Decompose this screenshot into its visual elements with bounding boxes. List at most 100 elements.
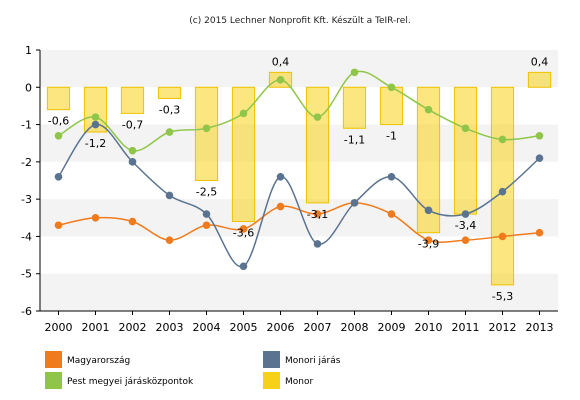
x-tick-label: 2004: [193, 321, 221, 334]
grid-band: [40, 161, 558, 200]
point-series-2-2003: [165, 128, 174, 136]
point-series-1-2008: [350, 199, 359, 207]
point-series-0-2004: [202, 221, 211, 230]
bar-label-2003: -0,3: [159, 103, 180, 116]
bar-monor-2005: [231, 86, 256, 223]
point-series-2-2001: [91, 113, 100, 121]
x-tick-label: 2007: [304, 321, 332, 334]
x-tick-label: 2001: [82, 321, 110, 334]
bar-label-2005: -3,6: [233, 227, 254, 240]
legend-swatch: [45, 351, 62, 368]
bar-label-2009: -1: [386, 130, 397, 143]
x-tick-label: 2006: [267, 321, 295, 334]
y-tick-label: 0: [25, 81, 32, 94]
point-series-0-2003: [165, 236, 174, 244]
bar-monor-2013: [527, 71, 552, 88]
data-labels: -0,6 -1,2 -0,7 -0,3 -2,5 -3,6 0,4 -3,1 -1,1 -1 -3,…: [48, 55, 548, 303]
point-series-2-2008: [350, 68, 359, 77]
bar-monor-2003: [157, 86, 182, 99]
grid-band: [40, 50, 558, 88]
point-series-0-2000: [54, 221, 63, 230]
legend-label: Magyarország: [67, 356, 130, 366]
chart-credit: (c) 2015 Lechner Nonprofit Kft. Készült …: [189, 15, 410, 26]
y-tick-label: -2: [21, 156, 32, 169]
point-series-1-2002: [128, 158, 137, 166]
bar-monor-2000: [46, 86, 71, 111]
bar-monor-2011: [453, 86, 478, 215]
point-series-2-2006: [276, 76, 285, 84]
grid-bands: [40, 50, 558, 311]
bar-label-2001: -1,2: [85, 137, 106, 150]
point-series-2-2013: [535, 131, 544, 140]
bar-label-2010: -3,9: [418, 238, 439, 251]
point-series-0-2012: [498, 232, 507, 241]
x-tick-label: 2013: [526, 321, 554, 334]
point-series-1-2003: [165, 191, 174, 200]
x-tick-label: 2010: [415, 321, 443, 334]
bar-monor-2004: [194, 86, 219, 181]
point-series-2-2012: [498, 135, 507, 144]
point-series-0-2005: [239, 225, 248, 233]
point-series-2-2005: [239, 109, 248, 118]
bar-monor-2008: [342, 86, 367, 129]
line-series-group: [54, 68, 544, 271]
x-tick-label: 2003: [156, 321, 184, 334]
x-tick-label: 2008: [341, 321, 369, 334]
point-series-1-2004: [202, 210, 211, 218]
legend-label: Monor: [285, 377, 313, 387]
y-tick-label: -6: [21, 305, 32, 318]
point-series-2-2004: [202, 124, 211, 133]
y-tick-label: -5: [21, 268, 32, 281]
point-series-0-2007: [313, 210, 322, 218]
point-series-2-2009: [387, 83, 396, 92]
point-series-0-2002: [128, 217, 137, 226]
point-series-0-2009: [387, 210, 396, 218]
y-tick-label: 1: [25, 44, 32, 57]
bar-monor-2010: [416, 86, 441, 234]
point-series-1-2006: [276, 172, 285, 181]
bar-label-2000: -0,6: [48, 115, 69, 128]
x-tick-label: 2005: [230, 321, 258, 334]
legend-label: Monori járás: [285, 356, 341, 366]
point-series-1-2000: [54, 172, 63, 181]
line-series-2: [58, 70, 540, 152]
legend: Magyarország Monori járás Pest megyei járá…: [45, 351, 341, 389]
x-tick-label: 2011: [452, 321, 480, 334]
point-series-1-2010: [424, 206, 433, 215]
point-series-1-2005: [239, 262, 248, 271]
point-series-0-2001: [91, 213, 100, 222]
bar-label-2012: -5,3: [492, 290, 513, 303]
point-series-2-2011: [461, 124, 470, 133]
point-series-1-2011: [461, 210, 470, 218]
legend-swatch: [263, 351, 280, 368]
point-series-2-2007: [313, 113, 322, 121]
point-series-1-2013: [535, 154, 544, 162]
bar-label-2013: 0,4: [531, 55, 549, 68]
point-series-2-2000: [54, 131, 63, 140]
x-tick-label: 2009: [378, 321, 406, 334]
legend-label: Pest megyei járásközpontok: [67, 377, 194, 387]
point-series-0-2010: [424, 236, 433, 244]
x-tick-label: 2012: [489, 321, 517, 334]
bar-label-2006: 0,4: [272, 55, 290, 68]
y-tick-label: -3: [21, 193, 32, 206]
point-series-2-2002: [128, 146, 137, 155]
line-series-1: [57, 123, 541, 268]
bar-label-2007: -3,1: [307, 208, 328, 221]
bar-monor-2001: [83, 86, 108, 133]
point-series-1-2009: [387, 172, 396, 181]
point-series-2-2010: [424, 105, 433, 114]
point-series-1-2012: [498, 187, 507, 196]
point-series-0-2013: [535, 228, 544, 237]
point-series-1-2007: [313, 240, 322, 248]
x-tick-label: 2002: [119, 321, 147, 334]
point-series-0-2006: [276, 202, 285, 211]
bar-label-2002: -0,7: [122, 118, 143, 131]
grid-band: [40, 87, 558, 125]
bar-monor-2002: [120, 86, 145, 114]
bar-label-2011: -3,4: [455, 219, 476, 232]
grid-band: [40, 273, 558, 311]
grid-band: [40, 236, 558, 274]
